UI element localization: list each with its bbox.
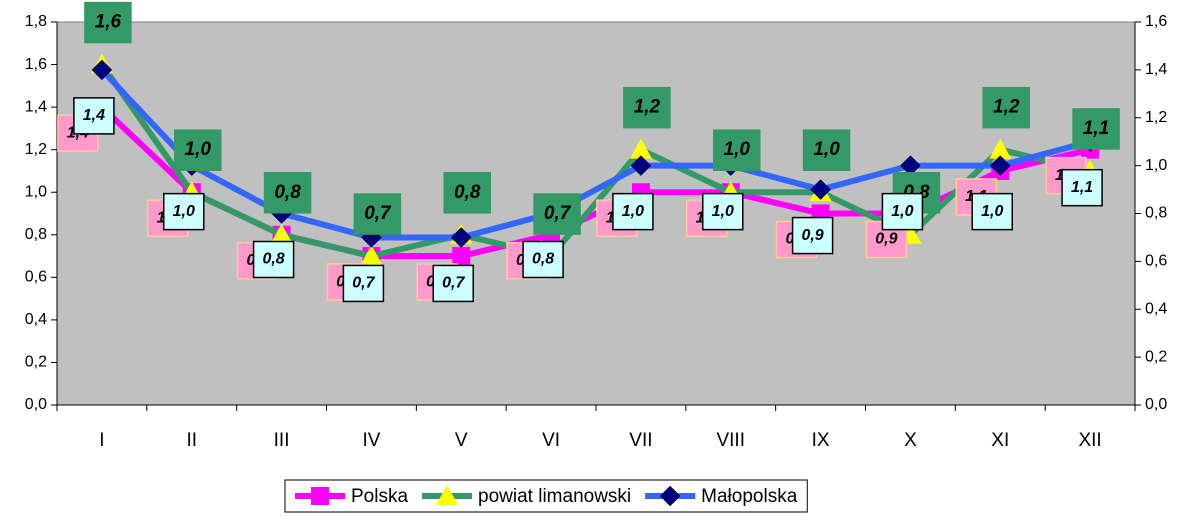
y-tick-label: 1,0 — [25, 183, 47, 200]
data-label: 1,4 — [83, 107, 105, 124]
data-label: 0,8 — [454, 182, 481, 203]
data-label: 0,7 — [364, 203, 392, 224]
data-label-box — [791, 216, 834, 255]
data-label-box — [252, 240, 295, 279]
data-label: 0,8 — [262, 251, 284, 268]
data-label: 1,6 — [95, 12, 122, 33]
data-label: 0,7 — [442, 275, 465, 292]
legend-label: powiat limanowski — [478, 486, 631, 507]
x-tick-label: VIII — [716, 430, 745, 451]
x-tick-label: II — [186, 430, 197, 451]
x-tick-label: XII — [1078, 430, 1101, 451]
x-tick-label: VI — [542, 430, 560, 451]
y2-tick-label: 0,4 — [1145, 300, 1167, 317]
marker — [270, 223, 293, 244]
y-tick-label: 0,4 — [25, 311, 47, 328]
data-label-box — [702, 192, 744, 231]
data-label-box — [713, 129, 761, 171]
data-label: 0,8 — [532, 251, 554, 268]
data-label: 0,8 — [274, 182, 301, 203]
marker — [989, 155, 1011, 176]
y-tick-label: 0,6 — [25, 269, 47, 286]
marker — [360, 245, 383, 266]
legend-label: Małopolska — [701, 486, 798, 507]
y-tick-label: 0,2 — [25, 354, 47, 371]
data-label-box — [802, 129, 851, 171]
x-tick-label: VII — [629, 430, 652, 451]
data-label-box — [163, 192, 205, 231]
data-label-box — [623, 86, 671, 129]
data-label: 1,0 — [185, 139, 212, 160]
x-tick-label: X — [904, 430, 917, 451]
data-label-box — [1072, 108, 1120, 150]
y-tick-label: 0,8 — [25, 226, 47, 243]
y2-tick-label: 0,6 — [1145, 253, 1167, 270]
marker — [810, 179, 831, 200]
data-label: 0,7 — [544, 203, 572, 224]
data-label: 1,1 — [1071, 179, 1093, 196]
data-label-box — [533, 193, 581, 235]
legend: Polska powiat limanowski Małopolska — [284, 479, 808, 513]
y-tick-label: 1,2 — [25, 141, 47, 158]
y2-tick-label: 0,0 — [1145, 396, 1167, 413]
y2-tick-label: 1,6 — [1145, 13, 1167, 30]
marker — [629, 138, 652, 159]
y2-tick-label: 1,2 — [1145, 109, 1167, 126]
data-label-box — [522, 240, 564, 279]
marker — [659, 485, 681, 507]
data-label-box — [443, 172, 491, 214]
x-tick-label: V — [455, 430, 468, 451]
data-label: 1,0 — [712, 203, 734, 220]
x-tick-label: IV — [362, 430, 380, 451]
data-label-box — [432, 264, 474, 303]
data-label: 1,0 — [724, 139, 751, 160]
x-tick-label: I — [99, 430, 104, 451]
data-label-box — [881, 192, 924, 231]
x-tick-label: IX — [812, 430, 830, 451]
y-tick-label: 1,4 — [25, 98, 47, 115]
data-label-box — [982, 86, 1030, 129]
marker — [311, 487, 329, 505]
marker — [989, 138, 1012, 159]
marker — [452, 247, 471, 266]
data-label-box — [73, 97, 115, 135]
data-label-box — [342, 264, 385, 303]
y-tick-label: 1,6 — [25, 56, 47, 73]
y-tick-label: 1,8 — [25, 13, 47, 30]
data-label: 1,0 — [813, 139, 840, 160]
y2-tick-label: 1,4 — [1145, 61, 1167, 78]
series-line — [99, 62, 1091, 260]
data-label-box — [612, 192, 654, 231]
x-tick-label: III — [274, 430, 290, 451]
marker — [630, 155, 652, 176]
marker — [450, 227, 472, 248]
y2-tick-label: 0,8 — [1145, 205, 1167, 222]
data-label: 1,0 — [891, 203, 913, 220]
data-label: 0,9 — [875, 231, 897, 248]
marker — [436, 485, 459, 505]
x-tick-label: XI — [991, 430, 1009, 451]
data-label: 1,2 — [634, 97, 661, 118]
data-label-box — [971, 192, 1013, 231]
data-label-box — [263, 172, 312, 214]
legend-label: Polska — [351, 486, 408, 507]
y2-tick-label: 0,2 — [1145, 348, 1167, 365]
data-label: 1,0 — [981, 203, 1003, 220]
marker — [91, 59, 113, 81]
data-label: 1,1 — [1083, 118, 1109, 139]
y2-tick-label: 1,0 — [1145, 157, 1167, 174]
data-label: 0,9 — [801, 227, 823, 244]
data-label: 1,0 — [622, 203, 644, 220]
data-label-box — [84, 1, 132, 44]
data-label: 1,2 — [993, 97, 1020, 118]
legend-box — [284, 479, 808, 513]
y-tick-label: 0,0 — [25, 396, 47, 413]
data-label-box — [353, 193, 402, 235]
data-label-box — [174, 129, 222, 171]
data-label: 0,7 — [352, 275, 375, 292]
data-label: 1,0 — [173, 203, 195, 220]
data-label-box — [1061, 168, 1103, 207]
